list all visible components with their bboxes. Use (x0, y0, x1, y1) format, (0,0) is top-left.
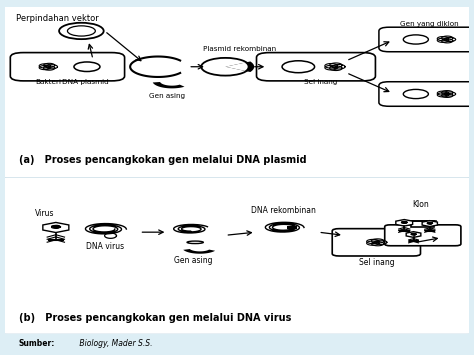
FancyBboxPatch shape (256, 53, 375, 81)
Circle shape (403, 35, 428, 44)
Polygon shape (153, 82, 184, 88)
Text: Sel inang: Sel inang (304, 79, 337, 85)
Text: Biology, Mader S.S.: Biology, Mader S.S. (77, 339, 152, 348)
Text: DNA rekombinan: DNA rekombinan (251, 206, 316, 215)
Text: Bakteri: Bakteri (35, 79, 61, 85)
Polygon shape (287, 226, 297, 229)
Text: Sumber:: Sumber: (18, 339, 55, 348)
Text: Virus: Virus (35, 209, 54, 218)
Text: Perpindahan vektor: Perpindahan vektor (16, 14, 99, 23)
Circle shape (74, 62, 100, 71)
Text: (a)   Proses pencangkokan gen melalui DNA plasmid: (a) Proses pencangkokan gen melalui DNA … (18, 155, 306, 165)
Circle shape (282, 61, 315, 73)
Text: Gen yang diklon: Gen yang diklon (401, 21, 459, 27)
Polygon shape (226, 61, 254, 72)
Text: Sel inang: Sel inang (358, 258, 394, 267)
Circle shape (59, 23, 104, 39)
Polygon shape (422, 220, 438, 226)
Circle shape (201, 58, 249, 76)
Polygon shape (406, 232, 421, 237)
FancyBboxPatch shape (379, 82, 474, 106)
FancyBboxPatch shape (0, 6, 474, 178)
Polygon shape (396, 219, 413, 226)
Text: DNA plasmid: DNA plasmid (62, 79, 109, 85)
Text: (b)   Proses pencangkokan gen melalui DNA virus: (b) Proses pencangkokan gen melalui DNA … (18, 313, 291, 323)
Text: Gen asing: Gen asing (173, 256, 212, 264)
FancyBboxPatch shape (385, 225, 461, 246)
FancyBboxPatch shape (332, 229, 420, 256)
Text: DNA virus: DNA virus (85, 242, 124, 251)
Text: Plasmid rekombinan: Plasmid rekombinan (203, 46, 276, 52)
FancyBboxPatch shape (0, 177, 474, 334)
Text: Klon: Klon (412, 200, 429, 209)
Circle shape (67, 26, 95, 36)
Circle shape (403, 89, 428, 99)
FancyBboxPatch shape (379, 27, 474, 52)
Ellipse shape (187, 241, 203, 244)
FancyBboxPatch shape (10, 53, 125, 81)
Bar (411, 221, 434, 227)
Polygon shape (183, 249, 215, 254)
Polygon shape (43, 223, 69, 233)
Polygon shape (226, 62, 248, 71)
Text: Gen asing: Gen asing (149, 93, 185, 99)
